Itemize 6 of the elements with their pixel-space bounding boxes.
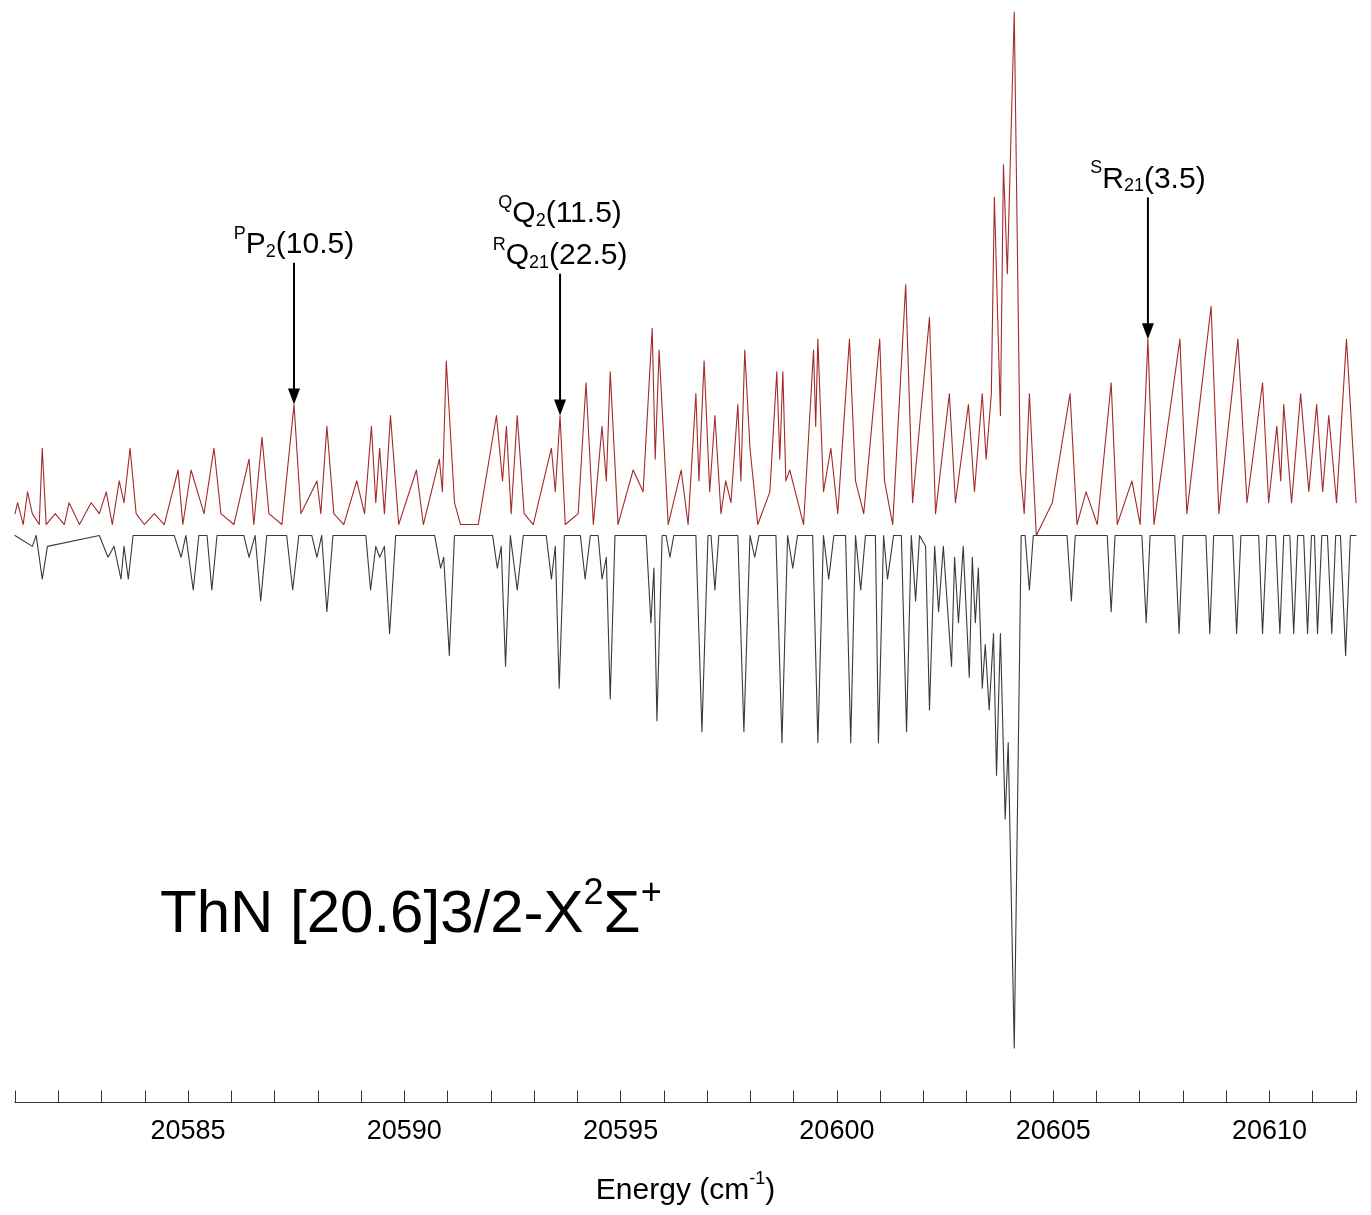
x-tick-label: 20605 xyxy=(1015,1115,1091,1145)
x-tick-label: 20600 xyxy=(799,1115,875,1145)
x-tick-label: 20590 xyxy=(366,1115,442,1145)
x-tick-label: 20585 xyxy=(150,1115,226,1145)
x-tick-label: 20610 xyxy=(1231,1115,1308,1145)
x-tick-label: 20595 xyxy=(583,1115,659,1145)
